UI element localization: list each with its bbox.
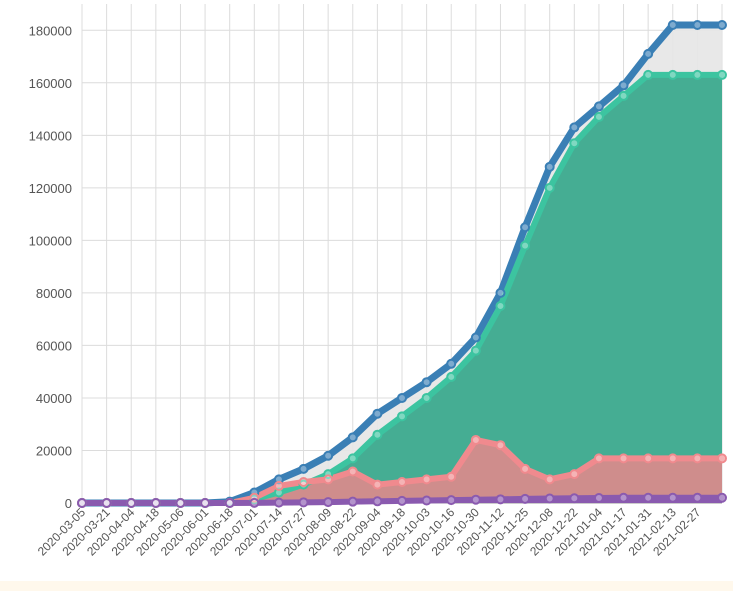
series-point-1 [520, 240, 531, 251]
series-point-1 [593, 111, 604, 122]
series-point-2 [717, 453, 727, 464]
series-point-3 [126, 498, 137, 508]
series-point-3 [323, 497, 334, 508]
series-point-2 [643, 453, 654, 464]
series-point-2 [470, 434, 481, 445]
series-point-1 [717, 69, 727, 80]
series-point-1 [544, 182, 555, 193]
series-point-3 [692, 492, 703, 503]
series-point-0 [495, 287, 506, 298]
series-point-0 [569, 122, 580, 133]
series-point-2 [692, 453, 703, 464]
series-point-0 [544, 161, 555, 172]
series-point-0 [347, 432, 358, 443]
y-axis-ticks: 0 20000 40000 60000 80000 100000 120000 140000 1… [29, 23, 72, 511]
series-point-0 [372, 408, 383, 419]
series-points [77, 20, 727, 508]
series-point-3 [397, 495, 407, 506]
series-point-2 [495, 440, 506, 451]
series-point-3 [101, 498, 112, 508]
series-point-1 [495, 301, 506, 312]
series-point-3 [298, 497, 309, 508]
series-point-2 [347, 466, 358, 477]
series-point-2 [421, 474, 432, 485]
series-point-3 [520, 493, 531, 504]
series-point-3 [77, 498, 87, 508]
series-point-3 [495, 494, 506, 505]
series-point-0 [717, 20, 727, 31]
series-point-1 [372, 429, 383, 440]
series-point-0 [397, 392, 407, 403]
series-point-3 [150, 498, 161, 508]
y-tick-label: 160000 [29, 76, 72, 91]
series-point-2 [667, 453, 678, 464]
series-point-2 [544, 474, 555, 485]
series-point-1 [347, 453, 358, 464]
series-point-0 [667, 20, 678, 31]
series-point-0 [593, 101, 604, 112]
y-tick-label: 0 [65, 496, 72, 511]
series-point-3 [618, 492, 629, 503]
series-point-2 [397, 476, 407, 487]
series-point-2 [298, 476, 309, 487]
series-point-1 [692, 69, 703, 80]
series-point-0 [421, 377, 432, 388]
series-point-0 [298, 463, 309, 474]
series-point-3 [643, 492, 654, 503]
footer-strip [0, 581, 733, 591]
series-point-3 [667, 492, 678, 503]
series-point-3 [249, 497, 260, 508]
series-point-3 [372, 496, 383, 507]
series-point-2 [273, 480, 284, 491]
series-area-2 [82, 439, 722, 503]
series-point-0 [692, 20, 703, 31]
y-tick-label: 20000 [36, 443, 72, 458]
series-point-0 [470, 332, 481, 343]
series-point-1 [618, 90, 629, 101]
y-tick-label: 120000 [29, 181, 72, 196]
series-point-2 [569, 469, 580, 480]
series-point-3 [224, 498, 235, 508]
series-point-3 [569, 493, 580, 504]
series-point-3 [717, 492, 727, 503]
series-point-3 [200, 498, 211, 508]
series-point-0 [520, 222, 531, 233]
series-point-0 [446, 358, 457, 369]
series-point-1 [446, 371, 457, 382]
series-point-3 [470, 494, 481, 505]
series-lines [78, 21, 726, 507]
series-point-1 [569, 138, 580, 149]
series-point-2 [593, 453, 604, 464]
series-point-2 [372, 479, 383, 490]
y-tick-label: 100000 [29, 233, 72, 248]
y-tick-label: 80000 [36, 286, 72, 301]
series-line-3 [79, 494, 725, 506]
x-axis-ticks: 2020-03-052020-03-212020-04-042020-04-18… [35, 505, 704, 559]
series-point-2 [520, 463, 531, 474]
series-point-0 [618, 80, 629, 91]
y-tick-label: 60000 [36, 338, 72, 353]
series-point-3 [446, 495, 457, 506]
series-point-3 [544, 493, 555, 504]
series-point-0 [643, 48, 654, 59]
series-point-1 [667, 69, 678, 80]
series-point-2 [323, 474, 334, 485]
series-point-2 [618, 453, 629, 464]
y-tick-label: 40000 [36, 391, 72, 406]
y-tick-label: 180000 [29, 23, 72, 38]
series-point-3 [421, 495, 432, 506]
series-point-0 [323, 450, 334, 461]
series-point-3 [273, 497, 284, 508]
series-point-3 [347, 496, 358, 507]
series-point-1 [643, 69, 654, 80]
series-point-1 [421, 392, 432, 403]
series-point-2 [446, 471, 457, 482]
series-point-3 [593, 493, 604, 504]
y-tick-label: 140000 [29, 128, 72, 143]
series-point-3 [175, 498, 186, 508]
series-point-1 [470, 345, 481, 356]
series-area-1 [82, 74, 722, 504]
series-point-1 [397, 411, 407, 422]
